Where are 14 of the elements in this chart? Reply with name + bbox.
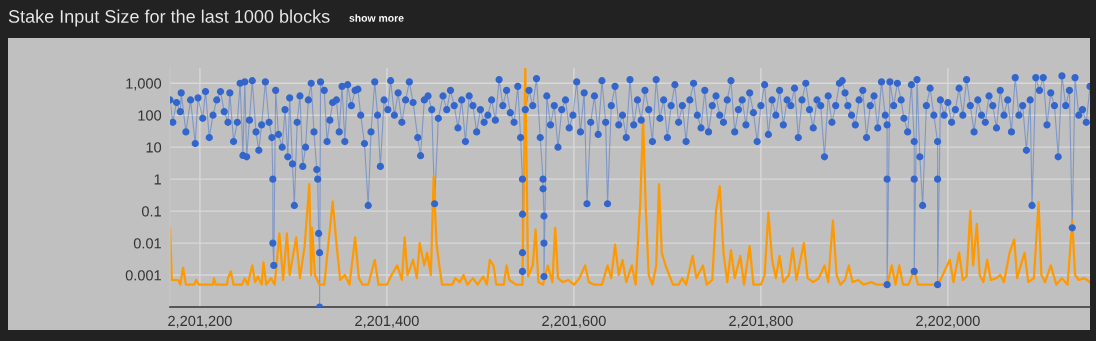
x-tick-label: 2,201,800 — [729, 315, 793, 328]
chart-title: Stake Input Size for the last 1000 blocks — [8, 9, 330, 27]
y-tick-label: 0.001 — [125, 270, 161, 281]
x-tick-label: 2,201,600 — [542, 315, 606, 328]
y-tick-label: 10 — [146, 142, 162, 153]
y-tick-label: 0.1 — [141, 206, 161, 217]
y-tick-label: 1,000 — [126, 78, 162, 91]
x-tick-label: 2,201,400 — [355, 315, 419, 328]
x-tick-label: 2,201,200 — [168, 315, 232, 328]
y-tick-label: 1 — [154, 174, 161, 185]
y-tick-label: 0.01 — [133, 238, 161, 249]
text: show more — [349, 14, 404, 22]
y-tick-label: 100 — [138, 110, 162, 121]
x-tick-label: 2,202,000 — [916, 315, 980, 328]
